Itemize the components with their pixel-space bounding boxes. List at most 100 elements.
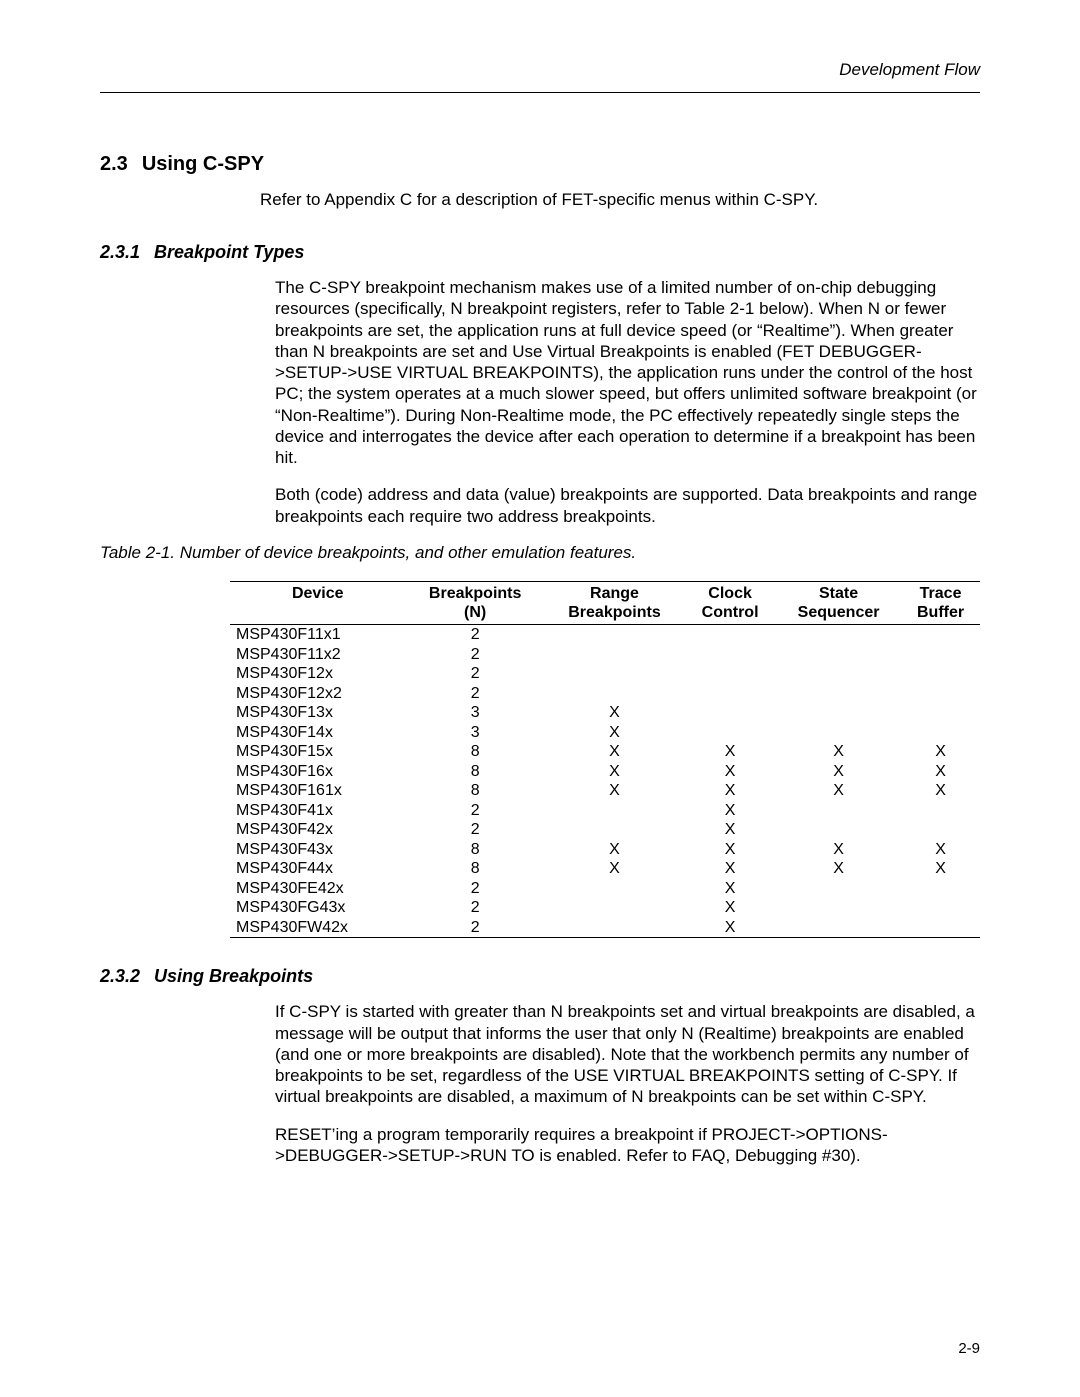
table-cell: 2 xyxy=(406,879,545,899)
table-cell: MSP430F13x xyxy=(230,703,406,723)
table-cell xyxy=(901,684,980,704)
table-cell: X xyxy=(684,898,776,918)
table-cell: MSP430F44x xyxy=(230,859,406,879)
table-cell xyxy=(545,801,684,821)
table-cell xyxy=(901,918,980,938)
sub1-paragraph-1: The C-SPY breakpoint mechanism makes use… xyxy=(275,277,980,468)
header-rule xyxy=(100,92,980,93)
table-cell xyxy=(684,625,776,645)
table-cell: X xyxy=(901,742,980,762)
table-row: MSP430F14x3X xyxy=(230,723,980,743)
table-row: MSP430F13x3X xyxy=(230,703,980,723)
table-cell: X xyxy=(776,859,901,879)
subsection-heading-1: 2.3.1 Breakpoint Types xyxy=(100,242,980,263)
table-cell xyxy=(776,723,901,743)
table-cell: 2 xyxy=(406,820,545,840)
section-title-text: Using C-SPY xyxy=(142,153,264,175)
table-cell: 2 xyxy=(406,645,545,665)
table-cell: MSP430FG43x xyxy=(230,898,406,918)
table-cell xyxy=(776,664,901,684)
table-cell xyxy=(545,645,684,665)
breakpoints-table: Device Breakpoints(N) RangeBreakpoints C… xyxy=(230,581,980,939)
page-number: 2-9 xyxy=(958,1340,980,1357)
table-row: MSP430F11x22 xyxy=(230,645,980,665)
table-cell: X xyxy=(776,840,901,860)
table-cell: 8 xyxy=(406,742,545,762)
table-caption: Table 2-1. Number of device breakpoints,… xyxy=(100,543,980,563)
table-cell: 8 xyxy=(406,781,545,801)
table-cell: X xyxy=(545,703,684,723)
table-cell xyxy=(684,664,776,684)
table-cell xyxy=(776,801,901,821)
table-row: MSP430F43x8XXXX xyxy=(230,840,980,860)
table-row: MSP430F161x8XXXX xyxy=(230,781,980,801)
table-row: MSP430FW42x2 X xyxy=(230,918,980,938)
table-cell: X xyxy=(545,723,684,743)
table-cell: 2 xyxy=(406,664,545,684)
table-cell: X xyxy=(545,762,684,782)
table-cell: X xyxy=(901,840,980,860)
table-cell: MSP430F42x xyxy=(230,820,406,840)
table-header-row: Device Breakpoints(N) RangeBreakpoints C… xyxy=(230,581,980,624)
table-cell: MSP430FW42x xyxy=(230,918,406,938)
sub2-paragraph-1: If C-SPY is started with greater than N … xyxy=(275,1001,980,1107)
table-cell xyxy=(776,898,901,918)
table-cell: MSP430F43x xyxy=(230,840,406,860)
table-cell xyxy=(901,879,980,899)
table-cell: X xyxy=(776,742,901,762)
sub2-paragraph-2: RESET’ing a program temporarily requires… xyxy=(275,1124,980,1167)
table-row: MSP430F12x2 xyxy=(230,664,980,684)
table-cell xyxy=(776,645,901,665)
table-cell: X xyxy=(684,742,776,762)
table-cell: X xyxy=(545,742,684,762)
table-cell xyxy=(684,684,776,704)
table-cell: MSP430F12x2 xyxy=(230,684,406,704)
table-cell: X xyxy=(684,840,776,860)
table-cell xyxy=(776,879,901,899)
table-cell: 3 xyxy=(406,723,545,743)
th-breakpoints: Breakpoints(N) xyxy=(406,581,545,624)
table-cell: X xyxy=(684,859,776,879)
table-cell xyxy=(776,703,901,723)
subsection-number-2: 2.3.2 xyxy=(100,966,140,986)
table-cell: X xyxy=(684,820,776,840)
table-cell: X xyxy=(545,781,684,801)
subsection-number-1: 2.3.1 xyxy=(100,242,140,262)
subsection-title-text-1: Breakpoint Types xyxy=(154,242,304,262)
table-cell xyxy=(776,684,901,704)
table-cell: MSP430F11x1 xyxy=(230,625,406,645)
table-cell: MSP430FE42x xyxy=(230,879,406,899)
table-cell: MSP430F12x xyxy=(230,664,406,684)
table-cell: 3 xyxy=(406,703,545,723)
table-cell: X xyxy=(684,801,776,821)
table-row: MSP430F12x22 xyxy=(230,684,980,704)
table-cell xyxy=(545,684,684,704)
table-cell: X xyxy=(776,762,901,782)
table-cell: MSP430F14x xyxy=(230,723,406,743)
section-heading: 2.3Using C-SPY xyxy=(100,153,980,176)
table-cell xyxy=(901,723,980,743)
subsection-title-text-2: Using Breakpoints xyxy=(154,966,313,986)
table-cell xyxy=(901,703,980,723)
table-cell: X xyxy=(684,762,776,782)
table-cell xyxy=(901,664,980,684)
table-cell xyxy=(901,820,980,840)
table-cell xyxy=(545,898,684,918)
table-cell: X xyxy=(684,879,776,899)
table-cell: MSP430F15x xyxy=(230,742,406,762)
table-cell: X xyxy=(545,840,684,860)
table-cell: MSP430F11x2 xyxy=(230,645,406,665)
table-cell xyxy=(684,723,776,743)
table-cell xyxy=(684,645,776,665)
table-row: MSP430F42x2 X xyxy=(230,820,980,840)
table-cell: X xyxy=(684,918,776,938)
table-cell: X xyxy=(545,859,684,879)
table-cell: 2 xyxy=(406,918,545,938)
table-cell xyxy=(901,801,980,821)
table-cell: 2 xyxy=(406,801,545,821)
subsection-heading-2: 2.3.2 Using Breakpoints xyxy=(100,966,980,987)
th-device: Device xyxy=(230,581,406,624)
table-row: MSP430F41x2X xyxy=(230,801,980,821)
table-cell xyxy=(545,820,684,840)
table-cell: 2 xyxy=(406,625,545,645)
